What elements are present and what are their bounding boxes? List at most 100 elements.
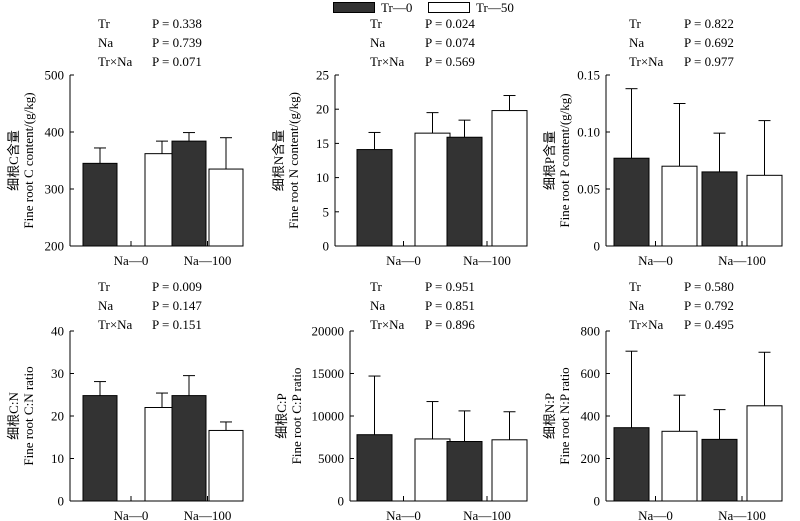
y-tick-label: 5 xyxy=(323,204,330,219)
stat-factor-label: Na xyxy=(629,298,644,313)
x-category-label: Na—100 xyxy=(184,253,232,268)
bar xyxy=(661,430,698,502)
legend-label-tr50: Tr—50 xyxy=(476,0,514,15)
y-tick-label: 500 xyxy=(45,68,65,83)
bar xyxy=(661,165,698,247)
bar xyxy=(446,136,483,247)
y-axis-title-cn: 细根C:N xyxy=(6,392,21,440)
chart-fine-root-np: Tr P = 0.580 Na P = 0.792 Tr×Na P = 0.495 0 200… xyxy=(542,279,783,521)
bar xyxy=(746,174,783,247)
bar xyxy=(414,438,451,502)
stat-p-value: P = 0.692 xyxy=(684,35,734,50)
stat-p-value: P = 0.147 xyxy=(152,298,202,313)
chart-fine-root-p: Tr P = 0.822 Na P = 0.692 Tr×Na P = 0.977 0 0.0… xyxy=(542,16,783,268)
x-category-label: Na—0 xyxy=(386,253,421,268)
y-axis-title-en: Fine root N:P ratio xyxy=(557,367,572,464)
y-axis-title-en: Fine root P content/(g/kg) xyxy=(557,93,572,227)
stat-factor-label: Tr xyxy=(370,16,382,31)
x-category-label: Na—0 xyxy=(114,253,149,268)
x-category-label: Na—0 xyxy=(114,508,149,521)
legend-label-tr0: Tr—0 xyxy=(381,0,413,15)
chart-fine-root-n: Tr P = 0.024 Na P = 0.074 Tr×Na P = 0.569 0 5 10… xyxy=(271,16,528,268)
stat-factor-label: Tr×Na xyxy=(629,317,664,332)
stat-p-value: P = 0.977 xyxy=(684,54,734,69)
y-tick-label: 400 xyxy=(581,409,601,424)
stat-factor-label: Tr xyxy=(629,16,641,31)
stat-factor-label: Tr×Na xyxy=(629,54,664,69)
y-tick-label: 10 xyxy=(316,170,329,185)
x-category-label: Na—0 xyxy=(638,253,673,268)
y-tick-label: 15000 xyxy=(312,366,345,381)
stat-p-value: P = 0.822 xyxy=(684,16,734,31)
stat-p-value: P = 0.495 xyxy=(684,317,734,332)
y-axis-title-cn: 细根N:P xyxy=(542,393,557,439)
y-tick-label: 300 xyxy=(45,182,65,197)
stat-p-value: P = 0.896 xyxy=(425,317,475,332)
bar xyxy=(356,149,393,247)
legend-item-tr0: Tr—0 xyxy=(333,1,412,15)
y-tick-label: 0 xyxy=(338,494,345,509)
y-tick-label: 30 xyxy=(51,366,64,381)
stat-p-value: P = 0.851 xyxy=(425,298,475,313)
y-tick-label: 200 xyxy=(581,451,601,466)
y-tick-label: 0.15 xyxy=(577,68,600,83)
bar xyxy=(208,429,244,502)
stat-p-value: P = 0.151 xyxy=(152,317,202,332)
stat-factor-label: Tr×Na xyxy=(370,54,405,69)
stat-p-value: P = 0.338 xyxy=(152,16,202,31)
stat-factor-label: Tr xyxy=(629,279,641,294)
x-category-label: Na—100 xyxy=(463,253,511,268)
stat-p-value: P = 0.580 xyxy=(684,279,734,294)
y-tick-label: 0 xyxy=(594,494,601,509)
legend-swatch-tr0 xyxy=(333,2,375,13)
y-tick-label: 15 xyxy=(316,136,329,151)
y-axis-title-cn: 细根N含量 xyxy=(271,130,286,191)
y-axis-title-en: Fine root N content/(g/kg) xyxy=(286,92,301,229)
bar xyxy=(701,171,738,247)
y-tick-label: 800 xyxy=(581,324,601,339)
bar xyxy=(171,395,207,502)
x-category-label: Na—0 xyxy=(386,508,421,521)
chart-fine-root-cn: Tr P = 0.009 Na P = 0.147 Tr×Na P = 0.151 0 10 2… xyxy=(6,279,244,521)
x-category-label: Na—100 xyxy=(718,253,766,268)
bar xyxy=(208,168,244,247)
bar xyxy=(613,157,650,247)
legend: Tr—0 Tr—50 xyxy=(0,0,800,18)
y-tick-label: 20 xyxy=(316,102,329,117)
stat-p-value: P = 0.569 xyxy=(425,54,475,69)
stat-factor-label: Tr xyxy=(98,279,110,294)
bar xyxy=(701,438,738,502)
stat-p-value: P = 0.071 xyxy=(152,54,202,69)
stat-factor-label: Tr×Na xyxy=(98,54,133,69)
y-axis-title-cn: 细根P含量 xyxy=(542,131,557,190)
stat-p-value: P = 0.739 xyxy=(152,35,202,50)
stat-p-value: P = 0.009 xyxy=(152,279,202,294)
bar xyxy=(746,405,783,502)
chart-fine-root-c: Tr P = 0.338 Na P = 0.739 Tr×Na P = 0.071 200 3… xyxy=(6,16,244,268)
y-tick-label: 200 xyxy=(45,239,65,254)
stat-factor-label: Na xyxy=(370,298,385,313)
y-tick-label: 20 xyxy=(51,409,64,424)
y-tick-label: 0.05 xyxy=(577,182,600,197)
stat-factor-label: Na xyxy=(98,35,113,50)
stat-factor-label: Na xyxy=(629,35,644,50)
stat-p-value: P = 0.024 xyxy=(425,16,475,31)
x-category-label: Na—100 xyxy=(463,508,511,521)
bar xyxy=(82,395,118,502)
y-tick-label: 0.10 xyxy=(577,125,600,140)
y-axis-title-cn: 细根C含量 xyxy=(6,130,21,191)
bar xyxy=(414,132,451,247)
bar xyxy=(82,162,118,247)
x-category-label: Na—0 xyxy=(638,508,673,521)
bar xyxy=(171,140,207,247)
stat-factor-label: Tr×Na xyxy=(370,317,405,332)
y-axis-title-cn: 细根C:P xyxy=(274,393,289,439)
y-tick-label: 40 xyxy=(51,324,64,339)
y-tick-label: 10 xyxy=(51,451,64,466)
y-axis-title-en: Fine root C:N ratio xyxy=(21,366,36,465)
y-tick-label: 5000 xyxy=(318,451,344,466)
chart-fine-root-cp: Tr P = 0.951 Na P = 0.851 Tr×Na P = 0.896 0 500… xyxy=(274,279,528,521)
stat-p-value: P = 0.792 xyxy=(684,298,734,313)
y-tick-label: 20000 xyxy=(312,324,345,339)
y-tick-label: 10000 xyxy=(312,409,345,424)
